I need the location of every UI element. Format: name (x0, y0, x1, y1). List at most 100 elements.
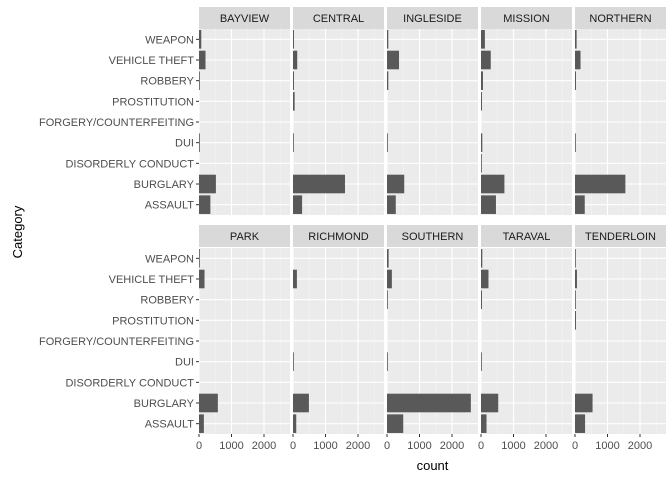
bar (293, 174, 345, 194)
bar (575, 50, 581, 70)
bar (199, 50, 206, 70)
y-tick-label: ROBBERY (140, 76, 194, 88)
y-tick-label: DISORDERLY CONDUCT (65, 377, 194, 389)
bar (293, 414, 297, 433)
y-tick-label: PROSTITUTION (112, 96, 194, 108)
bar (387, 290, 388, 309)
bar (481, 414, 487, 433)
x-tick-label: 2000 (628, 440, 652, 452)
bar (293, 92, 295, 111)
bar (387, 30, 389, 49)
x-axis-title: count (417, 458, 449, 473)
bar (293, 133, 294, 152)
bar (481, 50, 491, 70)
x-tick-label: 0 (384, 440, 390, 452)
bar (481, 195, 496, 214)
facet-strip-label: NORTHERN (589, 13, 651, 25)
bar (199, 133, 200, 152)
bar (387, 249, 389, 268)
bar (481, 133, 483, 152)
facet-strip (293, 225, 384, 247)
facet-strip-label: MISSION (503, 13, 550, 25)
y-tick-label: ROBBERY (140, 295, 194, 307)
bar (481, 154, 482, 173)
bar (481, 71, 483, 90)
y-axis-title: Category (10, 205, 25, 258)
bar (481, 30, 485, 49)
bar (481, 290, 482, 309)
bar (293, 30, 294, 49)
facet-strip-label: CENTRAL (313, 13, 364, 25)
bar (481, 174, 505, 194)
bar (199, 269, 205, 289)
facet-strip-label: PARK (230, 231, 260, 243)
bar (481, 92, 482, 111)
y-tick-label: DISORDERLY CONDUCT (65, 158, 194, 170)
bar (199, 393, 218, 413)
y-tick-label: PROSTITUTION (112, 315, 194, 327)
facet-strip (199, 7, 290, 29)
y-tick-label: BURGLARY (134, 398, 195, 410)
bar (387, 352, 388, 371)
bar (481, 352, 482, 371)
facet-strip-label: TARAVAL (503, 231, 551, 243)
bar (575, 30, 577, 49)
x-tick-label: 0 (478, 440, 484, 452)
x-tick-label: 0 (290, 440, 296, 452)
bar (481, 249, 483, 268)
bar (199, 414, 204, 433)
bar (293, 71, 294, 90)
bar (199, 30, 202, 49)
bar (575, 174, 626, 194)
bar (575, 290, 576, 309)
facet-strip (481, 7, 572, 29)
bar (387, 269, 392, 289)
bar (387, 393, 471, 413)
facet-strip (387, 225, 478, 247)
bar (575, 195, 585, 214)
x-tick-label: 1000 (407, 440, 431, 452)
facet-strip (293, 7, 384, 29)
facet-strip (575, 225, 666, 247)
bar (387, 174, 405, 194)
x-tick-label: 1000 (595, 440, 619, 452)
bar (293, 269, 297, 289)
y-tick-label: FORGERY/COUNTERFEITING (39, 336, 194, 348)
facet-strip-label: TENDERLOIN (585, 231, 656, 243)
y-tick-label: VEHICLE THEFT (109, 55, 195, 67)
y-tick-label: WEAPON (145, 253, 194, 265)
bar (199, 195, 211, 214)
facet-strip (387, 7, 478, 29)
bar (199, 249, 200, 268)
bar (575, 269, 577, 289)
facet-strip-label: RICHMOND (308, 231, 369, 243)
bar (575, 393, 593, 413)
facet-strip (199, 225, 290, 247)
x-tick-label: 2000 (346, 440, 370, 452)
y-tick-label: ASSAULT (145, 200, 195, 212)
y-tick-label: DUI (175, 138, 194, 150)
bar (575, 71, 576, 90)
bar (293, 393, 309, 413)
bar (293, 50, 298, 70)
bar (293, 195, 303, 214)
x-tick-label: 1000 (313, 440, 337, 452)
facet-strip (575, 7, 666, 29)
y-tick-label: WEAPON (145, 34, 194, 46)
facet-strip (481, 225, 572, 247)
y-tick-label: ASSAULT (145, 419, 195, 431)
bar (199, 71, 200, 90)
x-tick-label: 1000 (501, 440, 525, 452)
y-tick-label: VEHICLE THEFT (109, 274, 195, 286)
x-tick-label: 0 (196, 440, 202, 452)
facet-strip-label: SOUTHERN (402, 231, 464, 243)
bar (387, 50, 400, 70)
x-tick-label: 1000 (219, 440, 243, 452)
bar (575, 133, 576, 152)
bar (387, 133, 388, 152)
bar (293, 352, 294, 371)
y-tick-label: DUI (175, 357, 194, 369)
bar (575, 414, 586, 433)
